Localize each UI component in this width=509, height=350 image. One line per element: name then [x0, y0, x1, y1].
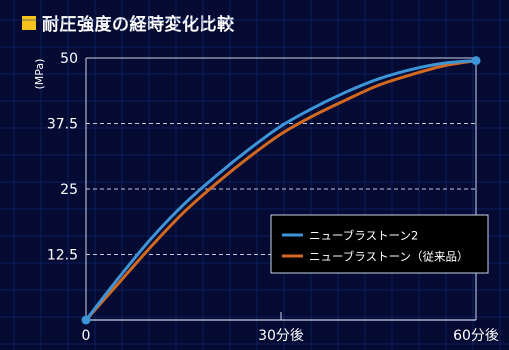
series-start-point	[81, 315, 91, 325]
x-tick-label: 30分後	[258, 328, 304, 344]
series-end-point	[471, 56, 481, 66]
title-marker-icon	[22, 15, 36, 30]
legend-label: ニューブラストーン（従来品）	[309, 250, 469, 264]
legend-label: ニューブラストーン2	[309, 229, 418, 243]
series-line	[84, 59, 478, 322]
legend-box	[270, 214, 489, 274]
x-tick-label: 60分後	[453, 328, 499, 344]
x-tick-label: 0	[82, 328, 91, 344]
y-tick-label: 37.5	[47, 117, 78, 133]
y-tick-label: 25	[60, 182, 78, 198]
y-axis-label: (MPa)	[33, 59, 46, 90]
y-tick-label: 12.5	[47, 248, 78, 264]
series-line	[84, 59, 478, 322]
y-tick-label: 50	[60, 51, 78, 67]
